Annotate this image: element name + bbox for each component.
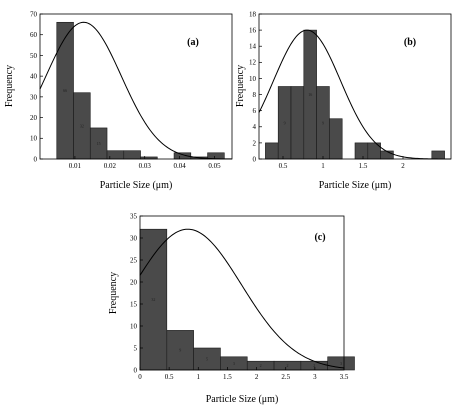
bar-value-label: 9 [322,120,324,125]
x-tick-label: 0.5 [279,162,288,170]
plot-frame [258,13,452,160]
bar-value-label: 2 [313,363,315,368]
y-tick-label: 2 [253,139,257,147]
normal-fit-curve [258,29,452,160]
y-tick-label: 30 [30,93,38,101]
x-tick-label: 3.5 [340,373,349,381]
bar-value-label: 32 [80,123,84,128]
y-tick-label: 20 [30,114,38,122]
panel-label: (b) [404,37,416,48]
normal-fit-curve [39,21,233,160]
bar-value-label: 3 [233,361,235,366]
x-tick-label: 0.01 [69,162,82,170]
y-tick-label: 10 [30,135,38,143]
x-tick-label: 2.5 [281,373,290,381]
y-tick-label: 15 [130,300,138,308]
y-tick-label: 4 [253,123,257,131]
y-tick-label: 35 [130,212,138,220]
y-tick-label: 5 [134,344,138,352]
histogram-bar [290,86,305,160]
y-tick-label: 30 [130,234,138,242]
chart-panel-2: 9 16 9 0.5 1 1.5 2 0 2 4 6 8 10 12 14 16 18 Particle Size… [235,10,452,191]
x-tick-label: 3 [313,373,317,381]
bar-value-label: 2 [260,363,262,368]
y-tick-label: 10 [130,322,138,330]
y-tick-label: 60 [30,31,38,39]
histogram-bar [123,150,141,160]
histogram-bar [431,150,445,160]
bar-value-label: 66 [63,88,67,93]
chart-panel-1: 66 32 15 0.01 0.02 0.03 0.04 0.05 0 10 20 30 40 50 60 7… [4,10,233,191]
x-tick-label: 0.02 [104,162,117,170]
bar-value-label: 32 [151,297,155,302]
normal-fit-curve [139,228,345,369]
histogram-bar [265,142,279,160]
y-tick-label: 40 [30,73,38,81]
bar-value-label: 9 [179,348,181,353]
x-tick-label: 0 [138,373,142,381]
y-axis-title: Frequency [235,65,246,107]
panel-label: (c) [314,232,325,243]
y-tick-label: 8 [253,91,257,99]
bar-value-label: 3 [340,361,342,366]
y-tick-label: 20 [130,278,138,286]
x-axis-title: Particle Size (μm) [319,180,392,191]
bar-value-label: 15 [97,141,101,146]
y-tick-label: 16 [249,27,257,35]
y-tick-label: 6 [253,107,257,115]
y-tick-label: 14 [249,43,257,51]
y-tick-label: 12 [249,59,257,67]
x-tick-label: 1.5 [359,162,368,170]
bar-value-label: 5 [206,357,208,362]
x-axis-title: Particle Size (μm) [206,394,279,405]
x-tick-label: 0.5 [165,373,174,381]
x-tick-label: 2 [255,373,259,381]
x-tick-label: 0.04 [174,162,187,170]
plot-frame [139,215,345,371]
y-tick-label: 0 [34,155,38,163]
y-tick-label: 25 [130,256,138,264]
y-tick-label: 70 [30,10,38,18]
y-tick-label: 10 [249,75,257,83]
histogram-bar [380,150,394,160]
x-tick-label: 1.5 [223,373,232,381]
x-tick-label: 1 [321,162,325,170]
bar-value-label: 2 [286,363,288,368]
x-tick-label: 1 [197,373,201,381]
bar-value-label: 9 [284,120,286,125]
x-tick-label: 2 [401,162,405,170]
plot-frame [39,13,233,160]
x-tick-label: 0.05 [208,162,221,170]
histogram-bar [329,118,343,160]
bar-value-label: 16 [308,92,312,97]
y-axis-title: Frequency [4,65,15,107]
y-tick-label: 18 [249,10,257,18]
y-tick-label: 0 [134,366,138,374]
y-tick-label: 50 [30,52,38,60]
panel-label: (a) [187,37,199,48]
x-tick-label: 0.03 [139,162,152,170]
y-tick-label: 0 [253,155,257,163]
y-axis-title: Frequency [108,272,119,314]
x-axis-title: Particle Size (μm) [100,180,173,191]
histogram-bar [354,142,369,160]
